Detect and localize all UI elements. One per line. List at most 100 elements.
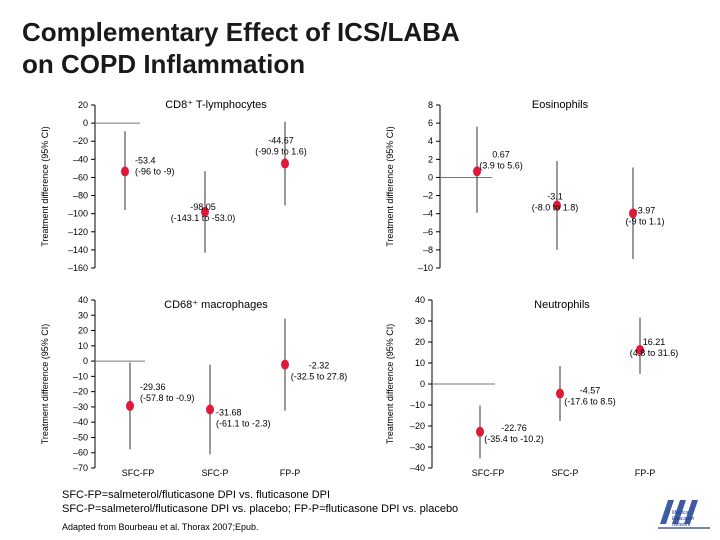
panel2-y-tick-label: –10 bbox=[418, 263, 433, 273]
panel1-y-tick-label: –60 bbox=[73, 172, 88, 182]
panel4-ci-label: (-17.6 to 8.5) bbox=[564, 397, 616, 407]
panel4-point-label: 16.21 bbox=[643, 337, 666, 347]
panel1-y-tick-label: 0 bbox=[83, 118, 88, 128]
panel2-ci-label: (-8.0 to 1.8) bbox=[532, 203, 579, 213]
panel1-y-tick-label: –100 bbox=[68, 209, 88, 219]
panel3-y-tick-label: –50 bbox=[73, 432, 88, 442]
panel1-y-tick-label: 20 bbox=[78, 100, 88, 110]
panel1-y-tick-label: –40 bbox=[73, 154, 88, 164]
panel4-y-tick-label: –20 bbox=[410, 421, 425, 431]
panel4-ci-label: (-35.4 to -10.2) bbox=[484, 434, 544, 444]
panel3-y-tick-label: 30 bbox=[78, 310, 88, 320]
medical-education-network-logo bbox=[654, 494, 714, 534]
panel4-category-label: SFC-FP bbox=[472, 468, 505, 478]
footnote-1: SFC-FP=salmeterol/fluticasone DPI vs. fl… bbox=[62, 489, 331, 501]
panel2-ci-label: (-9 to 1.1) bbox=[625, 216, 664, 226]
panel4-y-tick-label: 20 bbox=[415, 337, 425, 347]
panel3-y-tick-label: –20 bbox=[73, 387, 88, 397]
panel4-point-marker bbox=[476, 426, 484, 437]
panel2-title: Eosinophils bbox=[532, 99, 589, 111]
panel4-category-label: SFC-P bbox=[552, 468, 579, 478]
panel3-category-label: FP-P bbox=[280, 468, 301, 478]
panel2-point-label: -3.1 bbox=[547, 192, 563, 202]
panel3-category-label: SFC-P bbox=[202, 468, 229, 478]
panel2-y-tick-label: 0 bbox=[428, 172, 433, 182]
panel1-y-tick-label: –120 bbox=[68, 227, 88, 237]
panel3-y-tick-label: –40 bbox=[73, 417, 88, 427]
panel3-y-tick-label: –30 bbox=[73, 402, 88, 412]
panel1-point-label: -44.67 bbox=[268, 136, 294, 146]
panel3-y-tick-label: 10 bbox=[78, 341, 88, 351]
panel2-ci-label: (3.9 to 5.6) bbox=[479, 160, 523, 170]
panel4-y-tick-label: 10 bbox=[415, 358, 425, 368]
panel2-y-tick-label: –4 bbox=[423, 209, 433, 219]
panel4-y-tick-label: –30 bbox=[410, 442, 425, 452]
panel3-point-label: -2.32 bbox=[309, 361, 330, 371]
logo-line-3: Network bbox=[672, 522, 691, 528]
panel4-point-marker bbox=[636, 344, 644, 355]
panel4-ylabel: Treatment difference (95% CI) bbox=[385, 324, 395, 445]
panel4-point-label: -22.76 bbox=[501, 423, 527, 433]
panel2-y-tick-label: 8 bbox=[428, 100, 433, 110]
logo-text: Medical Education Network bbox=[672, 510, 694, 528]
panel1-y-tick-label: –80 bbox=[73, 191, 88, 201]
panel4-point-marker bbox=[556, 388, 564, 399]
panel1-ci-label: (-90.9 to 1.6) bbox=[255, 147, 307, 157]
panel3-category-label: SFC-FP bbox=[122, 468, 155, 478]
panel3-point-marker bbox=[206, 404, 214, 415]
panel3-ci-label: (-61.1 to -2.3) bbox=[216, 418, 271, 428]
panel3-y-tick-label: 20 bbox=[78, 326, 88, 336]
panel3-y-tick-label: –70 bbox=[73, 463, 88, 473]
panel2-point-marker bbox=[629, 208, 637, 219]
panel3-point-marker bbox=[126, 400, 134, 411]
panel3-y-tick-label: –60 bbox=[73, 448, 88, 458]
panel2-y-tick-label: –8 bbox=[423, 245, 433, 255]
panel1-ylabel: Treatment difference (95% CI) bbox=[40, 126, 50, 247]
logo-mark-icon bbox=[658, 500, 710, 529]
panel4-y-tick-label: 40 bbox=[415, 295, 425, 305]
panel2-point-label: 0.67 bbox=[492, 149, 510, 159]
panel3-y-tick-label: –10 bbox=[73, 371, 88, 381]
panel1-point-marker bbox=[201, 206, 209, 217]
panel3-ylabel: Treatment difference (95% CI) bbox=[40, 324, 50, 445]
panel2-ylabel: Treatment difference (95% CI) bbox=[385, 126, 395, 247]
panel2-y-tick-label: –6 bbox=[423, 227, 433, 237]
panel1-point-label: -98.05 bbox=[190, 202, 216, 212]
slide-title-line-2: on COPD Inflammation bbox=[22, 49, 306, 79]
panel1-point-marker bbox=[121, 166, 129, 177]
panel4-title: Neutrophils bbox=[534, 299, 590, 311]
panel4-y-tick-label: 0 bbox=[420, 379, 425, 389]
panel1-title: CD8⁺ T-lymphocytes bbox=[165, 99, 267, 111]
panel1-y-tick-label: –160 bbox=[68, 263, 88, 273]
panel3-ci-label: (-32.5 to 27.8) bbox=[291, 372, 348, 382]
panel2-point-label: -3.97 bbox=[635, 205, 656, 215]
panel2-point-marker bbox=[473, 166, 481, 177]
panel3-ci-label: (-57.8 to -0.9) bbox=[140, 393, 195, 403]
logo-line-1: Medical bbox=[672, 510, 690, 516]
panel4-y-tick-label: –40 bbox=[410, 463, 425, 473]
slide-title: Complementary Effect of ICS/LABA on COPD… bbox=[22, 16, 622, 80]
panel2-y-tick-label: 2 bbox=[428, 154, 433, 164]
panel3-title: CD68⁺ macrophages bbox=[164, 299, 268, 311]
panel1-y-tick-label: –140 bbox=[68, 245, 88, 255]
panel4-category-label: FP-P bbox=[635, 468, 656, 478]
panel3-y-tick-label: 0 bbox=[83, 356, 88, 366]
panel3-point-marker bbox=[281, 359, 289, 370]
panel2-y-tick-label: 4 bbox=[428, 136, 433, 146]
panel4-y-tick-label: –10 bbox=[410, 400, 425, 410]
panel3-y-tick-label: 40 bbox=[78, 295, 88, 305]
slide-title-line-1: Complementary Effect of ICS/LABA bbox=[22, 17, 460, 47]
panel1-point-label: -53.4 bbox=[135, 155, 156, 165]
panel2-point-marker bbox=[553, 200, 561, 211]
panel3-point-label: -29.36 bbox=[140, 382, 166, 392]
panel4-point-label: -4.57 bbox=[580, 386, 601, 396]
panel3-point-label: -31.68 bbox=[216, 407, 242, 417]
panel1-point-marker bbox=[281, 158, 289, 169]
panel2-y-tick-label: –2 bbox=[423, 191, 433, 201]
panel2-y-tick-label: 6 bbox=[428, 118, 433, 128]
panel4-y-tick-label: 30 bbox=[415, 316, 425, 326]
logo-line-2: Education bbox=[672, 516, 695, 522]
footnotes: SFC-FP=salmeterol/fluticasone DPI vs. fl… bbox=[62, 488, 458, 516]
panel1-y-tick-label: –20 bbox=[73, 136, 88, 146]
